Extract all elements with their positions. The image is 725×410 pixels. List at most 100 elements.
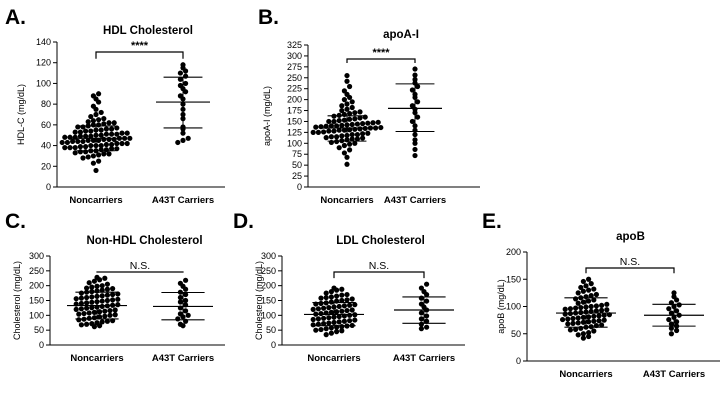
data-point — [352, 116, 358, 122]
data-point — [334, 123, 340, 129]
data-point — [424, 291, 430, 298]
data-point — [339, 286, 345, 292]
data-point — [339, 297, 345, 304]
data-point — [565, 321, 571, 327]
data-point — [73, 306, 79, 312]
data-point — [109, 126, 115, 132]
data-point — [354, 131, 360, 138]
data-point — [424, 281, 430, 287]
data-point — [328, 123, 334, 129]
panel-label: B. — [258, 6, 279, 29]
data-point — [183, 286, 189, 292]
significance-bracket — [585, 267, 675, 274]
data-point — [127, 135, 133, 141]
data-point — [318, 326, 324, 333]
data-point — [315, 129, 321, 135]
data-point — [349, 131, 355, 138]
panel-label: E. — [482, 210, 502, 233]
data-point — [578, 284, 584, 291]
data-point — [91, 278, 97, 284]
data-point — [323, 326, 329, 332]
data-point — [328, 330, 334, 336]
data-point — [562, 306, 568, 312]
data-point — [84, 321, 90, 327]
data-point — [344, 161, 350, 167]
data-point — [365, 120, 371, 126]
data-point — [339, 328, 345, 334]
data-point — [336, 313, 342, 320]
data-point — [668, 325, 675, 331]
data-point — [89, 299, 95, 305]
panel-title: LDL Cholesterol — [336, 235, 425, 247]
data-point — [102, 313, 108, 319]
data-point — [93, 106, 99, 112]
panel-label: D. — [233, 210, 254, 233]
data-point — [347, 116, 353, 122]
data-point — [115, 296, 121, 302]
data-point — [91, 324, 97, 330]
y-tick-label: 300 — [29, 251, 44, 261]
data-point — [326, 118, 332, 125]
data-point — [96, 137, 102, 143]
data-point — [183, 68, 189, 74]
data-point — [106, 136, 112, 142]
data-point — [334, 293, 340, 299]
data-point — [97, 323, 103, 329]
data-point — [412, 72, 418, 78]
data-point — [89, 305, 95, 311]
data-point — [339, 122, 345, 128]
data-point — [97, 309, 103, 315]
data-point — [580, 288, 587, 294]
data-point — [86, 315, 92, 321]
panel-a: A. HDL Cholesterol 0 20 40 60 80 100 120 140 HDL-C… — [5, 6, 225, 206]
data-point — [78, 295, 84, 301]
y-tick-label: 250 — [287, 73, 302, 83]
data-point — [112, 312, 118, 318]
data-point — [352, 140, 358, 146]
data-point — [124, 130, 130, 136]
data-point — [341, 150, 347, 156]
data-point — [604, 301, 610, 307]
y-axis-label: apoA-I (mg/dL) — [262, 86, 272, 146]
data-point — [80, 138, 86, 145]
y-tick-label: 100 — [36, 78, 51, 88]
data-point — [98, 127, 104, 133]
significance-bracket — [95, 51, 184, 59]
data-point — [76, 317, 82, 323]
data-point — [347, 302, 353, 308]
data-point — [75, 138, 81, 145]
data-point — [90, 122, 96, 128]
data-point — [77, 133, 83, 139]
data-point — [103, 131, 109, 137]
data-point — [409, 87, 415, 93]
data-point — [341, 97, 347, 103]
data-point — [93, 167, 99, 174]
data-point — [418, 295, 424, 301]
data-point — [593, 291, 600, 298]
data-point — [183, 277, 189, 283]
data-point — [110, 286, 116, 292]
data-point — [321, 305, 327, 311]
data-point — [90, 118, 96, 124]
data-point — [328, 294, 334, 300]
data-point — [601, 312, 607, 318]
data-point — [185, 135, 191, 141]
significance-label: N.S. — [620, 256, 640, 268]
data-point — [671, 290, 677, 296]
data-point — [349, 307, 355, 313]
data-point — [352, 110, 358, 116]
data-point — [666, 316, 672, 323]
data-point — [104, 318, 110, 324]
data-point — [326, 305, 332, 311]
data-point — [336, 319, 342, 325]
panel-c: C. Non-HDL Cholesterol 0 50 100 150 200 250 300 C… — [5, 210, 225, 364]
data-point — [575, 320, 581, 326]
data-point — [336, 303, 342, 310]
data-point — [344, 101, 350, 107]
y-tick-label: 50 — [34, 325, 44, 335]
data-point — [418, 321, 424, 327]
data-point — [315, 306, 321, 312]
data-point — [111, 120, 117, 126]
data-point — [99, 319, 105, 325]
data-point — [418, 310, 424, 316]
